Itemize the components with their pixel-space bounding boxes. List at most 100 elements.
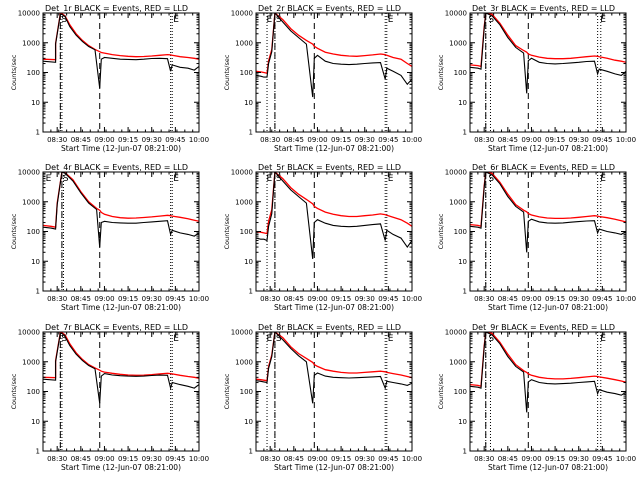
x-axis-label: Start Time (12-Jun-07 08:21:00)	[61, 303, 181, 312]
x-tick-label: 09:15	[118, 295, 138, 303]
x-tick-label: 08:45	[498, 455, 518, 463]
y-tick-label: 10000	[445, 169, 467, 177]
marker-letter: E	[600, 174, 606, 184]
x-tick-label: 09:15	[118, 455, 138, 463]
marker-letter: S	[276, 334, 282, 344]
marker-letter: E	[388, 174, 394, 184]
y-tick-label: 10000	[231, 169, 253, 177]
y-tick-label: 1000	[22, 39, 40, 47]
y-axis-label: Counts/sec	[10, 213, 18, 249]
x-tick-label: 09:45	[378, 136, 398, 144]
x-axis-label: Start Time (12-Jun-07 08:21:00)	[274, 144, 394, 153]
marker-letter: S	[61, 15, 67, 25]
x-tick-label: 09:30	[355, 295, 375, 303]
x-tick-label: 10:00	[616, 136, 636, 144]
y-tick-label: 1	[249, 448, 253, 456]
y-tick-label: 10	[458, 258, 467, 266]
marker-letter: E	[173, 15, 179, 25]
x-axis-label: Start Time (12-Jun-07 08:21:00)	[488, 303, 608, 312]
y-tick-label: 10	[244, 418, 253, 426]
x-axis-label: Start Time (12-Jun-07 08:21:00)	[61, 144, 181, 153]
events-series-line	[470, 172, 626, 253]
x-tick-label: 09:15	[545, 455, 565, 463]
x-tick-label: 10:00	[402, 295, 422, 303]
lld-series-line	[43, 332, 199, 379]
x-tick-label: 09:45	[592, 295, 612, 303]
lld-series-line	[256, 13, 412, 74]
x-tick-label: 10:00	[616, 295, 636, 303]
y-tick-label: 1	[463, 288, 467, 296]
y-axis-label: Counts/sec	[223, 213, 231, 249]
x-tick-label: 09:00	[94, 295, 114, 303]
marker-letter: E	[266, 174, 272, 184]
x-tick-label: 09:30	[142, 295, 162, 303]
x-tick-label: 08:45	[71, 136, 91, 144]
marker-letter: E	[173, 174, 179, 184]
x-tick-label: 09:00	[94, 136, 114, 144]
x-tick-label: 09:15	[331, 455, 351, 463]
x-tick-label: 09:30	[355, 136, 375, 144]
y-tick-label: 1000	[22, 358, 40, 366]
events-series-line	[470, 332, 626, 413]
y-tick-label: 10000	[231, 329, 253, 337]
y-tick-label: 1	[463, 448, 467, 456]
y-tick-label: 100	[454, 388, 467, 396]
y-tick-label: 10	[31, 418, 40, 426]
x-tick-label: 09:45	[165, 455, 185, 463]
y-tick-label: 1000	[22, 198, 40, 206]
x-tick-label: 09:45	[165, 136, 185, 144]
lld-series-line	[43, 13, 199, 61]
x-axis-label: Start Time (12-Jun-07 08:21:00)	[488, 144, 608, 153]
x-tick-label: 09:30	[569, 455, 589, 463]
marker-letter: S	[63, 174, 69, 184]
x-tick-label: 09:15	[545, 136, 565, 144]
x-tick-label: 08:45	[284, 136, 304, 144]
x-tick-label: 08:30	[474, 455, 494, 463]
plot-frame	[42, 12, 200, 133]
panel-title: Det_6r BLACK = Events, RED = LLD	[472, 163, 615, 172]
x-tick-label: 08:30	[260, 295, 280, 303]
marker-letter: E	[266, 334, 272, 344]
panel-title: Det_9r BLACK = Events, RED = LLD	[472, 323, 615, 332]
x-tick-label: 09:30	[569, 136, 589, 144]
x-tick-label: 08:30	[474, 136, 494, 144]
marker-letter: S	[488, 15, 494, 25]
y-tick-label: 10000	[445, 329, 467, 337]
plot-frame	[255, 331, 413, 452]
x-tick-label: 09:45	[592, 455, 612, 463]
x-tick-label: 08:30	[47, 295, 67, 303]
x-tick-label: 09:15	[331, 136, 351, 144]
y-tick-label: 100	[454, 69, 467, 77]
marker-letter: E	[388, 15, 394, 25]
x-tick-label: 10:00	[616, 455, 636, 463]
events-series-line	[470, 13, 626, 94]
x-tick-label: 09:00	[307, 455, 327, 463]
x-axis-label: Start Time (12-Jun-07 08:21:00)	[488, 463, 608, 472]
x-axis-label: Start Time (12-Jun-07 08:21:00)	[274, 463, 394, 472]
x-tick-label: 08:45	[498, 136, 518, 144]
panel-7: 1 10 100 1000 10000 08:30 08:45 09:00 09:15 09:30…	[10, 323, 209, 472]
panel-6: 1 10 100 1000 10000 08:30 08:45 09:00 09:15 09:30…	[437, 163, 636, 312]
x-tick-label: 09:00	[521, 455, 541, 463]
y-axis-label: Counts/sec	[10, 54, 18, 90]
panel-title: Det_8r BLACK = Events, RED = LLD	[258, 323, 401, 332]
y-tick-label: 10	[458, 418, 467, 426]
plot-frame	[469, 331, 627, 452]
panel-title: Det_1r BLACK = Events, RED = LLD	[45, 4, 188, 13]
y-tick-label: 1000	[449, 358, 467, 366]
plot-frame	[469, 12, 627, 133]
marker-letter: S	[61, 334, 67, 344]
marker-letter: E	[46, 174, 52, 184]
y-tick-label: 1000	[449, 198, 467, 206]
y-tick-label: 10000	[18, 329, 40, 337]
x-tick-label: 10:00	[189, 295, 209, 303]
y-tick-label: 10	[31, 258, 40, 266]
y-tick-label: 1000	[449, 39, 467, 47]
panel-title: Det_2r BLACK = Events, RED = LLD	[258, 4, 401, 13]
panel-title: Det_3r BLACK = Events, RED = LLD	[472, 4, 615, 13]
x-tick-label: 09:30	[569, 295, 589, 303]
x-tick-label: 10:00	[189, 136, 209, 144]
x-tick-label: 10:00	[402, 136, 422, 144]
x-tick-label: 09:30	[142, 455, 162, 463]
